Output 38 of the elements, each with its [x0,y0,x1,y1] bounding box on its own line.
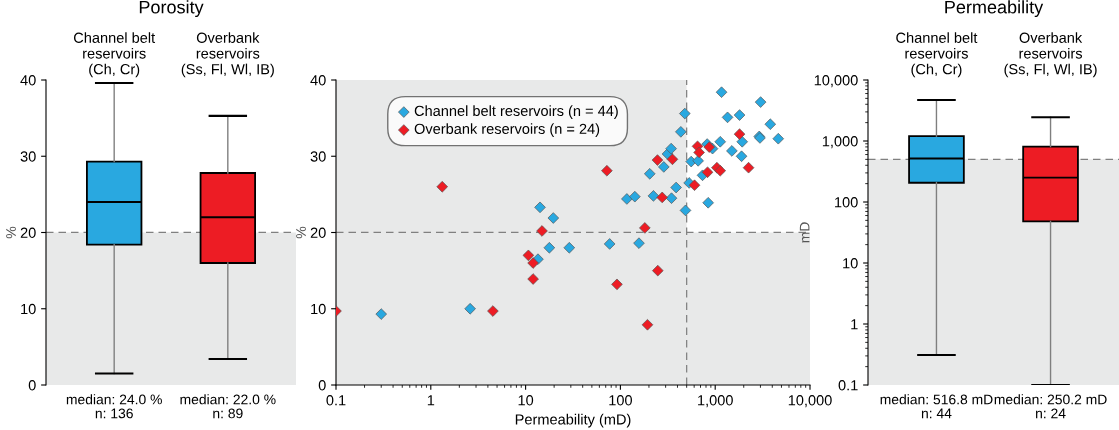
x-tick-label: 100 [609,395,632,406]
y-tick-label: 10,000 [814,75,858,88]
x-tick-label: 0.1 [326,395,346,406]
y-tick-label: 10 [21,303,36,315]
text: median: 516.8 mD n: 44 [880,394,993,419]
text: median: 22.0 % n: 89 [180,394,276,419]
chart-title: Permeability [945,0,1044,18]
y-axis-title: % [296,226,306,239]
y-tick-label: 30 [310,151,326,162]
x-tick-label: 1,000 [698,395,733,408]
y-tick-label: 40 [20,75,36,86]
text: median: 24.0 % n: 136 [66,394,162,419]
x-axis-title: Permeability (mD) [515,413,631,428]
y-tick-label: 100 [835,197,858,208]
x-tick-label: 1 [427,395,435,406]
y-axis-title: % [6,226,16,239]
y-tick-label: 0 [318,380,326,391]
legend-label: Overbank reservoirs (n = 24) [414,123,600,137]
x-tick-label: Overbank reservoirs (Ss, Fl, Wl, IB) [1004,32,1097,78]
y-tick-label: 20 [310,227,326,238]
y-axis-title: mD [799,222,810,243]
y-tick-label: 10 [843,258,858,269]
y-tick-label: 20 [20,227,36,238]
text: median: 250.2 mD n: 24 [994,394,1107,419]
y-tick-label: 0 [28,380,36,391]
y-tick-label: 0.1 [838,380,858,391]
y-tick-label: 1 [851,319,858,330]
y-tick-label: 1,000 [822,136,858,149]
y-tick-label: 10 [311,303,326,315]
x-tick-label: Channel belt reservoirs (Ch, Cr) [73,32,156,78]
legend-label: Channel belt reservoirs (n = 44) [414,105,618,119]
y-tick-label: 40 [310,75,326,86]
y-tick-label: 30 [20,151,36,162]
chart-title: Porosity [139,0,204,18]
x-tick-label: Channel belt reservoirs (Ch, Cr) [896,32,978,78]
x-tick-label: 10,000 [788,395,832,408]
x-tick-label: Overbank reservoirs (Ss, Fl, Wl, IB) [181,32,274,78]
x-tick-label: 10 [518,395,534,406]
